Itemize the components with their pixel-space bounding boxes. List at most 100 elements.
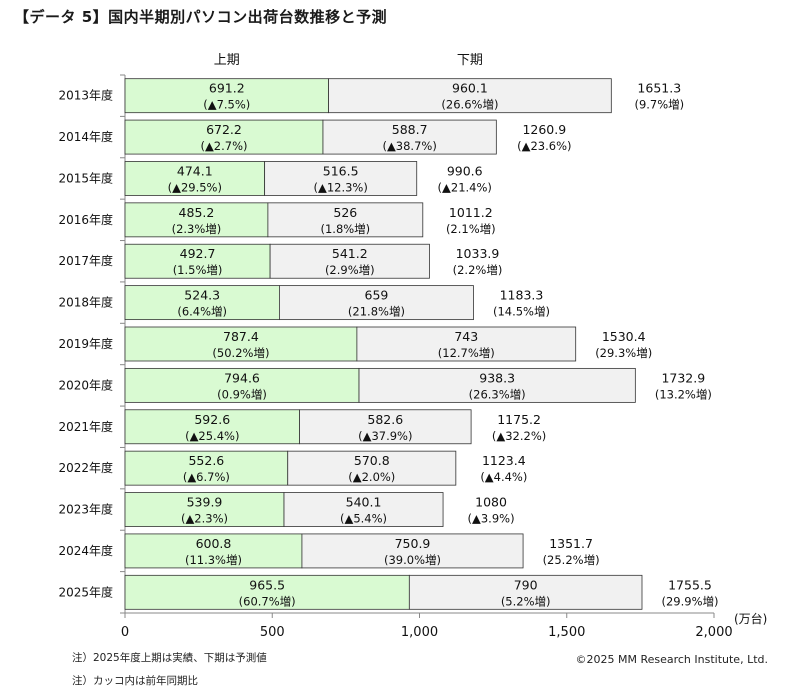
- category-label: 2021年度: [58, 419, 113, 434]
- bar-second-half: [408, 574, 643, 610]
- value-label-first-half: 474.1: [177, 163, 213, 178]
- bar-first-half: [124, 202, 269, 238]
- bar-second-half: [267, 202, 424, 238]
- total-change-label: (2.1%増): [446, 222, 496, 236]
- series-header-first-half: 上期: [214, 53, 240, 68]
- total-change-label: (14.5%増): [493, 305, 550, 319]
- change-label-second-half: (12.7%増): [438, 346, 495, 360]
- total-value-label: 990.6: [447, 163, 483, 178]
- total-change-label: (29.3%増): [595, 346, 652, 360]
- value-label-first-half: 600.8: [196, 536, 232, 551]
- value-label-first-half: 492.7: [180, 246, 216, 261]
- change-label-second-half: (5.2%増): [501, 594, 551, 608]
- change-label-second-half: (2.9%増): [325, 263, 375, 277]
- x-axis-unit-label: (万台): [734, 611, 767, 626]
- category-label: 2015年度: [58, 170, 113, 185]
- value-label-second-half: 540.1: [346, 495, 382, 510]
- total-change-label: (9.7%増): [634, 98, 684, 112]
- change-label-second-half: (▲37.9%): [358, 429, 412, 443]
- total-change-label: (▲4.4%): [480, 470, 527, 484]
- bar-first-half: [124, 367, 360, 403]
- value-label-second-half: 750.9: [395, 536, 431, 551]
- value-label-second-half: 743: [454, 329, 478, 344]
- value-label-second-half: 588.7: [392, 122, 428, 137]
- value-label-first-half: 691.2: [209, 81, 245, 96]
- total-value-label: 1755.5: [668, 577, 712, 592]
- bar-first-half: [124, 161, 266, 196]
- value-label-first-half: 965.5: [249, 577, 285, 592]
- change-label-second-half: (39.0%増): [384, 553, 441, 567]
- bar-second-half: [264, 161, 418, 196]
- total-value-label: 1175.2: [497, 412, 541, 427]
- value-label-second-half: 938.3: [479, 370, 515, 385]
- total-change-label: (▲23.6%): [517, 139, 571, 153]
- total-value-label: 1651.3: [637, 81, 681, 96]
- x-tick-label: 1,000: [401, 625, 438, 640]
- total-change-label: (13.2%増): [655, 387, 712, 401]
- change-label-first-half: (▲2.3%): [181, 512, 228, 526]
- total-change-label: (29.9%増): [661, 594, 718, 608]
- change-label-second-half: (▲2.0%): [348, 470, 395, 484]
- bar-first-half: [124, 243, 271, 279]
- value-label-first-half: 539.9: [187, 495, 223, 510]
- value-label-first-half: 794.6: [224, 370, 260, 385]
- bar-second-half: [279, 285, 474, 321]
- total-value-label: 1260.9: [522, 122, 566, 137]
- total-value-label: 1530.4: [602, 329, 646, 344]
- category-label: 2024年度: [58, 543, 113, 558]
- change-label-first-half: (50.2%増): [212, 346, 269, 360]
- bar-first-half: [124, 326, 358, 362]
- change-label-second-half: (1.8%増): [320, 222, 370, 236]
- total-value-label: 1183.3: [500, 288, 544, 303]
- x-tick-label: 2,000: [695, 625, 732, 640]
- change-label-second-half: (21.8%増): [348, 305, 405, 319]
- category-label: 2013年度: [58, 88, 113, 103]
- chart-title: 【データ 5】国内半期別パソコン出荷台数推移と予測: [14, 8, 388, 26]
- change-label-first-half: (▲7.5%): [203, 98, 250, 112]
- bar-second-half: [328, 78, 612, 114]
- category-label: 2020年度: [58, 377, 113, 392]
- total-change-label: (25.2%増): [543, 553, 600, 567]
- bar-second-half: [287, 450, 457, 486]
- bar-first-half: [124, 450, 289, 486]
- bar-second-half: [356, 326, 577, 362]
- category-label: 2014年度: [58, 129, 113, 144]
- category-label: 2019年度: [58, 336, 113, 351]
- series-header-second-half: 下期: [457, 53, 483, 68]
- total-value-label: 1033.9: [456, 246, 500, 261]
- total-change-label: (2.2%増): [453, 263, 503, 277]
- bar-first-half: [124, 492, 285, 527]
- value-label-first-half: 485.2: [179, 205, 215, 220]
- bar-second-half: [358, 367, 636, 403]
- change-label-first-half: (0.9%増): [217, 387, 267, 401]
- change-label-first-half: (2.3%増): [172, 222, 222, 236]
- total-change-label: (▲3.9%): [468, 512, 515, 526]
- change-label-second-half: (▲12.3%): [313, 180, 367, 194]
- total-value-label: 1080: [475, 495, 507, 510]
- bar-first-half: [124, 533, 303, 569]
- value-label-second-half: 960.1: [452, 81, 488, 96]
- bar-first-half: [124, 285, 280, 321]
- total-value-label: 1123.4: [482, 453, 526, 468]
- change-label-first-half: (6.4%増): [177, 305, 227, 319]
- bar-first-half: [124, 78, 329, 114]
- total-value-label: 1011.2: [449, 205, 493, 220]
- bar-second-half: [269, 243, 430, 279]
- bar-second-half: [283, 492, 444, 527]
- change-label-second-half: (26.3%増): [469, 387, 526, 401]
- x-tick-label: 0: [121, 625, 129, 640]
- change-label-first-half: (▲29.5%): [168, 180, 222, 194]
- footnote-forecast: 注）2025年度上期は実績、下期は予測値: [72, 652, 267, 664]
- change-label-first-half: (11.3%増): [185, 553, 242, 567]
- value-label-first-half: 552.6: [188, 453, 224, 468]
- category-label: 2023年度: [58, 502, 113, 517]
- category-label: 2022年度: [58, 460, 113, 475]
- copyright-text: ©2025 MM Research Institute, Ltd.: [575, 653, 768, 666]
- bar-second-half: [322, 119, 497, 155]
- bar-first-half: [124, 119, 324, 155]
- category-label: 2017年度: [58, 253, 113, 268]
- value-label-second-half: 582.6: [367, 412, 403, 427]
- change-label-second-half: (26.6%増): [441, 98, 498, 112]
- change-label-first-half: (▲25.4%): [185, 429, 239, 443]
- value-label-first-half: 524.3: [184, 288, 220, 303]
